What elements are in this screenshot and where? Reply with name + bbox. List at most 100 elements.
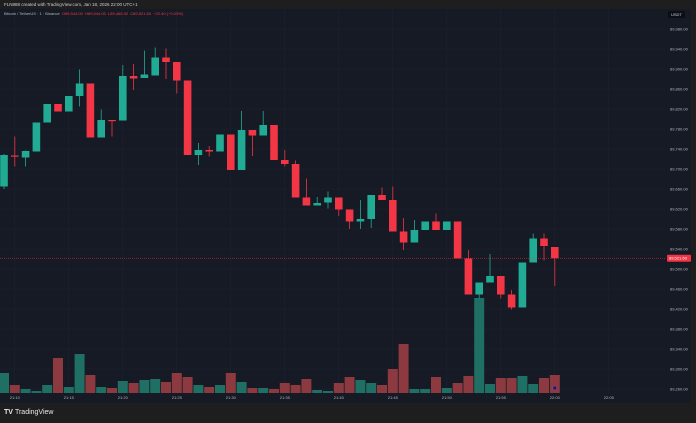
x-tick-label: 21:45 xyxy=(388,395,399,400)
candle-body xyxy=(11,155,19,157)
x-tick-label: 21:25 xyxy=(172,395,183,400)
volume-bar xyxy=(20,389,31,393)
chart-caption: FLN888 created with TradingView.com, Jan… xyxy=(0,0,696,9)
volume-bar xyxy=(9,385,20,393)
volume-bar xyxy=(312,390,323,393)
candle-body xyxy=(378,195,386,200)
y-tick-label: 89,740.00 xyxy=(670,147,689,152)
candle-body xyxy=(421,221,429,230)
volume-bar xyxy=(0,373,9,393)
low-value: L89,466.92 xyxy=(108,11,129,16)
volume-bar xyxy=(31,391,42,393)
candle-body xyxy=(551,247,559,259)
candle-body xyxy=(32,122,41,152)
volume-bar xyxy=(128,383,139,393)
volume-bar xyxy=(279,383,290,393)
candle-body xyxy=(173,62,181,81)
y-tick-label: 89,580.00 xyxy=(670,227,689,232)
candle-body xyxy=(237,130,246,170)
volume-bar xyxy=(539,378,549,393)
volume-bar xyxy=(269,389,279,393)
y-tick-label: 89,420.00 xyxy=(670,307,689,312)
volume-bar xyxy=(517,376,528,393)
candle-body xyxy=(486,276,494,283)
x-tick-label: 22:00 xyxy=(550,395,561,400)
candle-body xyxy=(475,282,483,295)
footer: TV TradingView xyxy=(0,403,696,423)
volume-bar xyxy=(463,376,474,393)
volume-bar xyxy=(225,373,236,393)
candle-body xyxy=(227,134,235,170)
candle-body xyxy=(464,258,473,295)
volume-bar xyxy=(85,375,96,393)
volume-bar xyxy=(236,382,247,393)
close-value: C89,521.60 xyxy=(130,11,151,16)
symbol-legend: Bitcoin / TetherUS · 1 · Binance O89,544… xyxy=(4,10,183,18)
candle-body xyxy=(529,238,537,263)
brand-name: TradingView xyxy=(14,409,54,416)
volume-bar xyxy=(441,388,452,393)
volume-bar xyxy=(117,381,128,393)
x-tick-label: 21:50 xyxy=(442,395,453,400)
candle-body xyxy=(432,221,440,230)
candle-body xyxy=(281,160,289,164)
volume-bar xyxy=(74,354,85,393)
candle-body xyxy=(324,197,332,203)
candle-body xyxy=(43,104,51,123)
volume-bar xyxy=(193,385,204,393)
x-tick-label: 21:40 xyxy=(334,395,345,400)
volume-bar xyxy=(549,375,560,393)
y-tick-label: 89,820.00 xyxy=(670,107,689,112)
candle-body xyxy=(108,120,116,122)
candle-body xyxy=(129,76,138,79)
tv-logo-icon: TV xyxy=(4,409,13,416)
candle-body xyxy=(21,151,30,158)
volume-bar xyxy=(107,388,117,393)
x-tick-label: 21:55 xyxy=(496,395,507,400)
volume-bar xyxy=(485,384,495,393)
tradingview-logo: TV TradingView xyxy=(4,409,53,416)
candle-body xyxy=(540,238,548,246)
volume-bar xyxy=(323,391,333,393)
candle-body xyxy=(75,83,84,96)
last-price-label: 89,521.60 xyxy=(669,256,688,261)
y-tick-label: 89,660.00 xyxy=(670,187,689,192)
volume-bar xyxy=(204,387,215,393)
y-tick-label: 89,980.00 xyxy=(670,27,689,32)
y-tick-label: 89,700.00 xyxy=(670,167,689,172)
candle-body xyxy=(389,200,397,232)
volume-bar xyxy=(333,383,344,393)
volume-bar xyxy=(420,389,431,393)
volume-bar xyxy=(258,388,269,393)
volume-bar xyxy=(366,383,377,393)
y-tick-label: 89,300.00 xyxy=(670,367,689,372)
open-value: O89,544.00 xyxy=(61,11,83,16)
candle-body xyxy=(86,83,95,138)
high-value: H89,544.00 xyxy=(85,11,106,16)
candle-body xyxy=(367,195,375,219)
symbol-name[interactable]: Bitcoin / TetherUS · 1 · Binance xyxy=(4,11,60,16)
x-tick-label: 21:35 xyxy=(280,395,291,400)
x-tick-label: 21:10 xyxy=(10,395,21,400)
candle-body xyxy=(259,125,267,136)
candle-body xyxy=(216,134,224,152)
candlestick-chart[interactable]: 89,980.00 89,940.00 89,900.00 89,860.00 89,8… xyxy=(0,0,696,403)
y-tick-label: 89,380.00 xyxy=(670,327,689,332)
volume-bar xyxy=(215,385,225,393)
currency-button[interactable]: USDT xyxy=(668,11,685,18)
volume-bar xyxy=(301,379,312,393)
volume-bar xyxy=(161,382,171,393)
candle-body xyxy=(119,76,127,121)
volume-bar xyxy=(139,380,150,393)
volume-bar xyxy=(398,344,409,393)
candle-body xyxy=(507,294,516,308)
candle-body xyxy=(183,80,192,155)
y-tick-label: 89,500.00 xyxy=(670,267,689,272)
chart-panel[interactable] xyxy=(0,9,691,403)
volume-bar xyxy=(53,358,63,393)
x-tick-label: 21:15 xyxy=(64,395,75,400)
volume-bar xyxy=(344,377,355,393)
candle-body xyxy=(151,57,159,76)
session-marker-icon xyxy=(552,385,558,391)
candle-body xyxy=(313,203,321,206)
